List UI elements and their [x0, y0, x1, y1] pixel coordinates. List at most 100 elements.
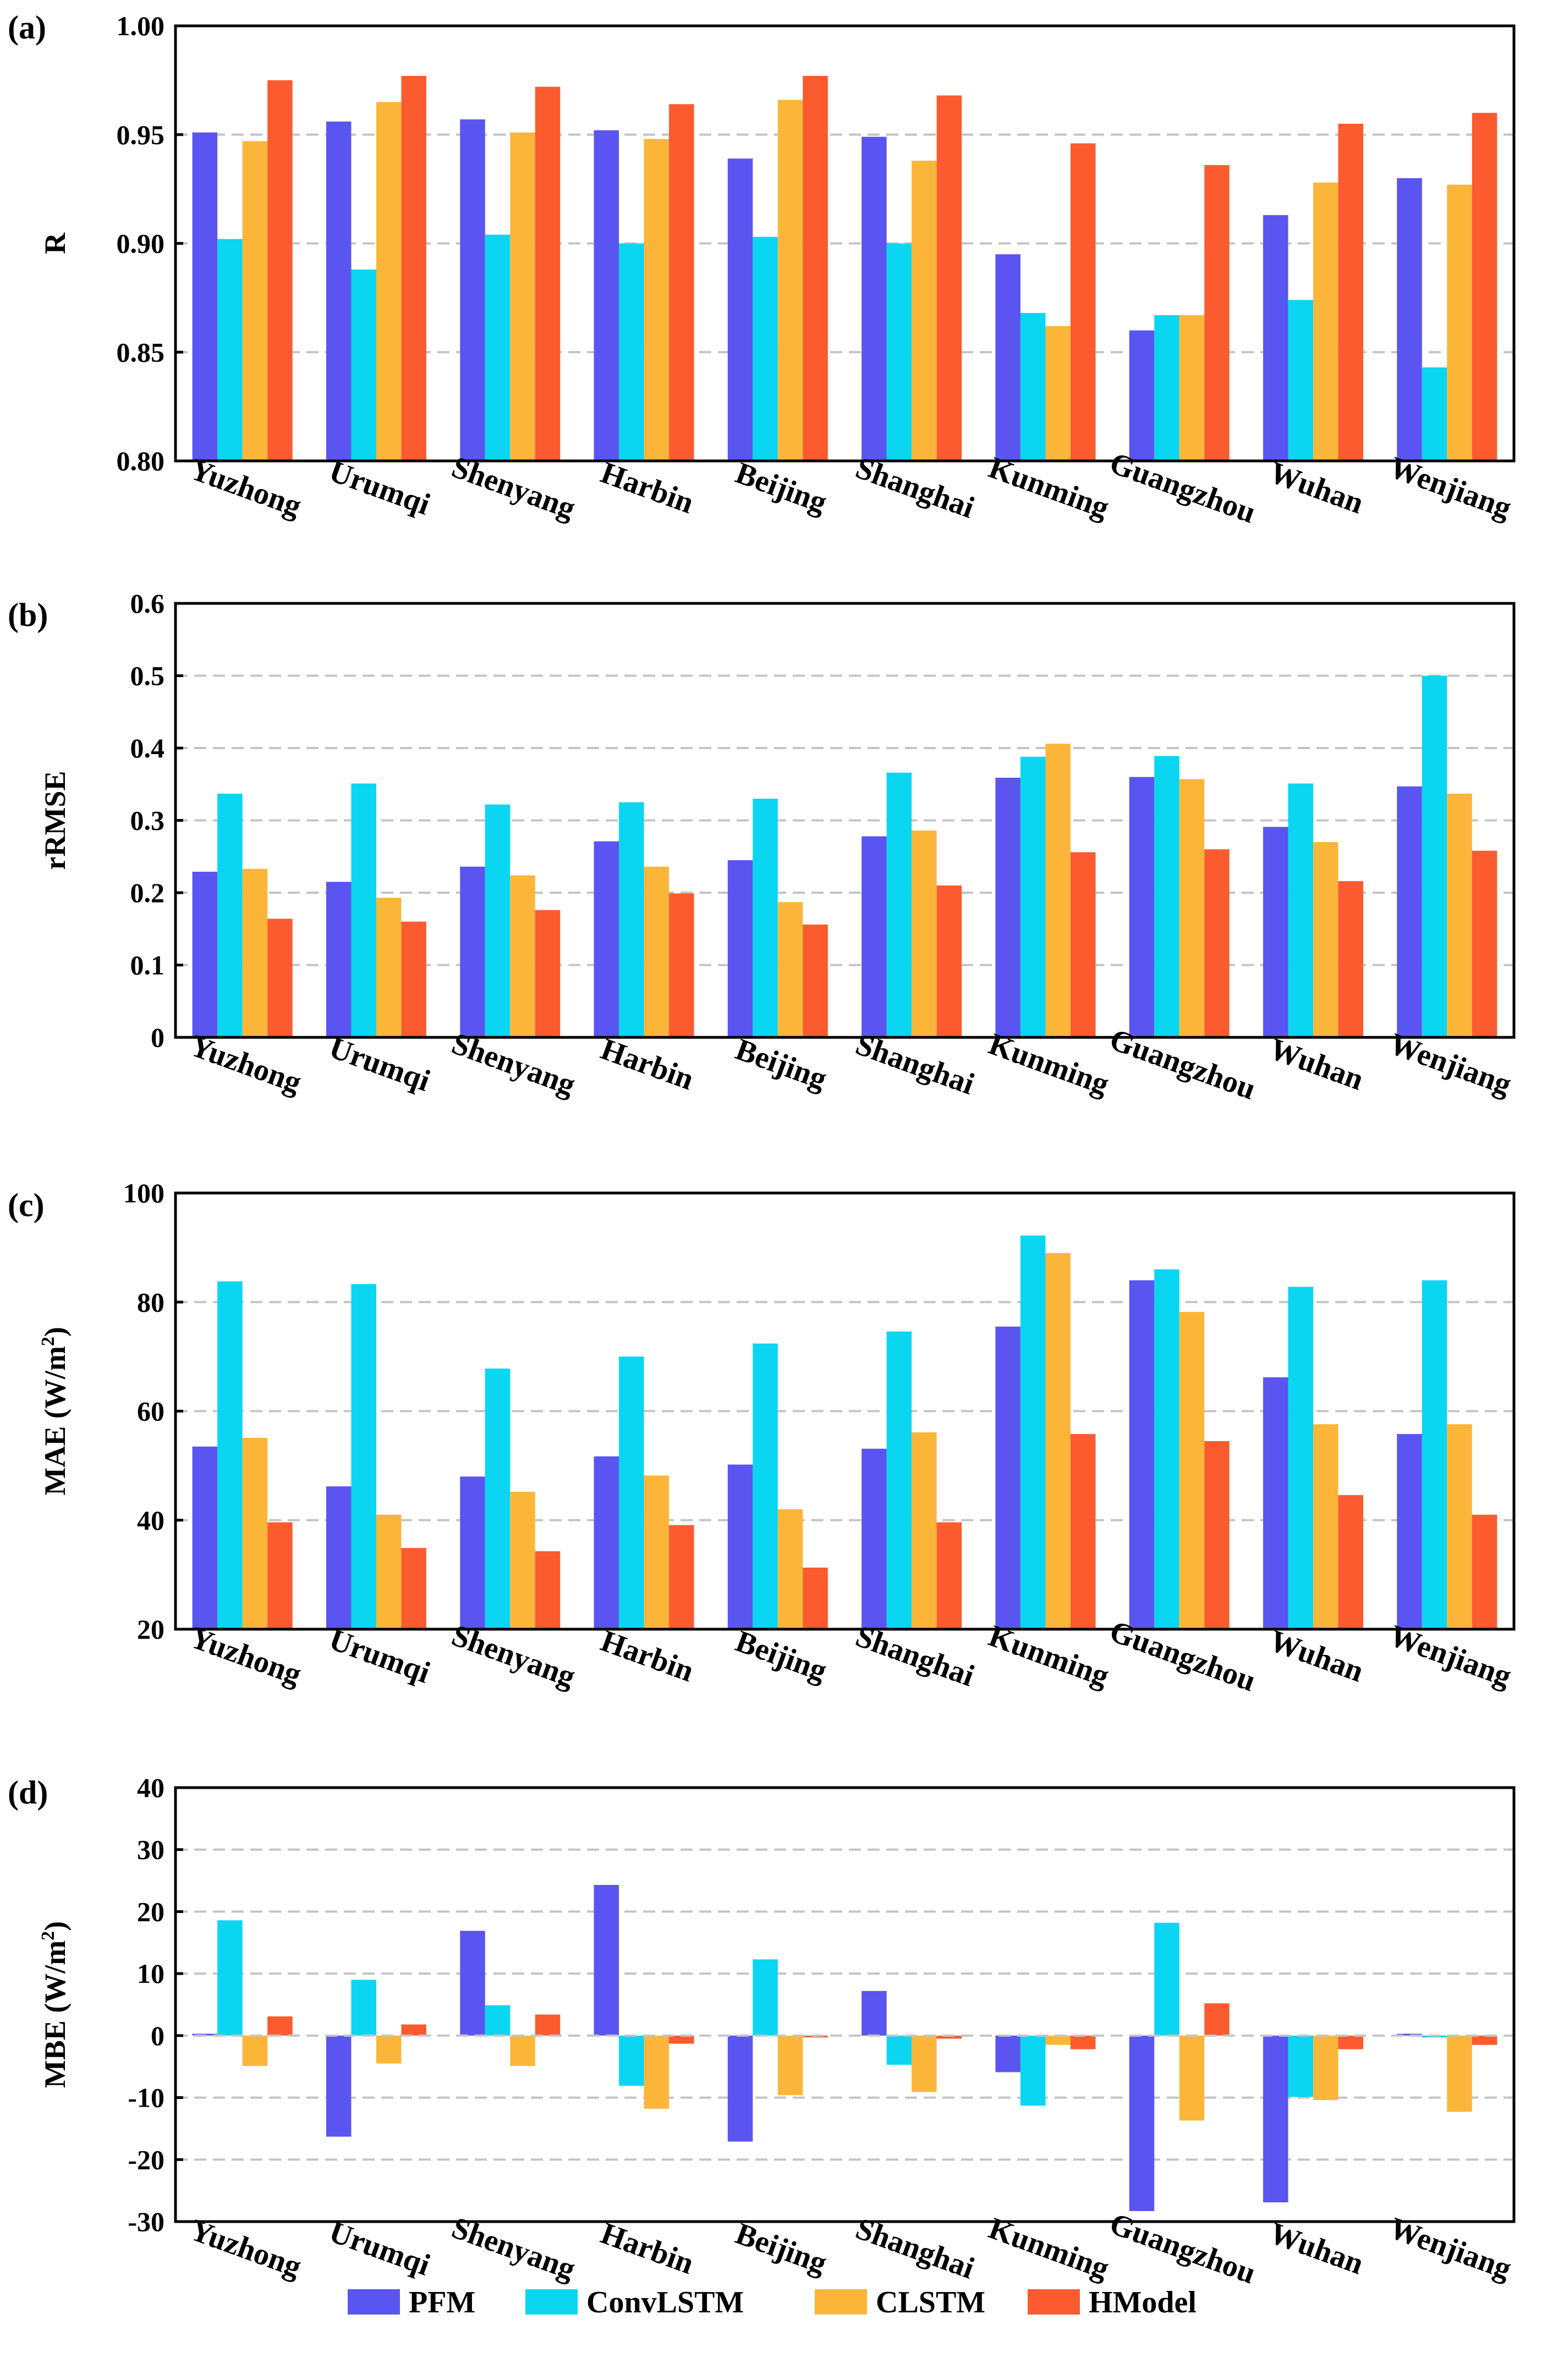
bar-pfm-beijing [727, 860, 753, 1037]
bar-pfm-urumqi [326, 882, 352, 1037]
category-label: Wuhan [1265, 2216, 1368, 2282]
bar-clstm-wenjiang [1447, 184, 1472, 461]
bar-convlstm-wuhan [1288, 2035, 1314, 2097]
bar-pfm-shanghai [861, 136, 887, 461]
bar-convlstm-shanghai [886, 2035, 912, 2065]
y-tick-label: 60 [137, 1396, 164, 1427]
bar-pfm-beijing [727, 158, 753, 461]
legend-swatch-convlstm [525, 2289, 578, 2315]
bar-clstm-shanghai [912, 1432, 937, 1629]
bar-convlstm-yuzhong [217, 793, 243, 1037]
bar-pfm-urumqi [326, 122, 352, 461]
legend-label-pfm: PFM [409, 2285, 475, 2319]
bar-hmodel-yuzhong [267, 2016, 293, 2036]
y-tick-label: 20 [137, 1614, 164, 1645]
y-axis-title-tail: ) [39, 1327, 72, 1337]
category-label: Guangzhou [1105, 2207, 1260, 2291]
bar-convlstm-yuzhong [217, 239, 243, 461]
y-tick-label: 40 [137, 1772, 164, 1803]
bar-hmodel-urumqi [401, 75, 426, 461]
y-axis-title: R [39, 232, 72, 254]
bar-clstm-wuhan [1313, 1424, 1338, 1629]
bar-pfm-guangzhou [1129, 777, 1155, 1037]
bar-pfm-harbin [594, 130, 619, 461]
bar-clstm-wuhan [1313, 182, 1338, 461]
bar-convlstm-harbin [619, 1356, 644, 1629]
bar-hmodel-kunming [1070, 1434, 1096, 1629]
bar-hmodel-guangzhou [1204, 2003, 1230, 2036]
y-tick-label: 0.95 [117, 119, 165, 150]
y-axis-title-sup: 2 [38, 1337, 58, 1346]
category-label: Harbin [596, 2216, 698, 2281]
bar-convlstm-beijing [753, 237, 778, 461]
bar-convlstm-shanghai [886, 772, 912, 1037]
bar-hmodel-beijing [803, 75, 828, 461]
bar-clstm-beijing [777, 2035, 803, 2096]
bar-clstm-yuzhong [242, 869, 268, 1037]
category-label: Harbin [596, 1624, 698, 1689]
y-tick-label: 80 [137, 1287, 164, 1317]
bar-hmodel-shanghai [936, 1522, 962, 1629]
bar-hmodel-shenyang [535, 910, 561, 1037]
y-tick-label: 0.2 [130, 877, 165, 908]
bar-convlstm-harbin [619, 2035, 644, 2086]
bar-convlstm-kunming [1020, 756, 1046, 1037]
bar-convlstm-kunming [1020, 1235, 1046, 1629]
panel-label: (d) [8, 1774, 48, 1811]
bar-convlstm-urumqi [351, 269, 376, 461]
y-tick-label: 1.00 [117, 10, 165, 41]
bar-pfm-urumqi [326, 2035, 352, 2137]
bar-hmodel-shenyang [535, 2014, 561, 2036]
y-tick-label: -30 [128, 2206, 164, 2237]
bar-convlstm-harbin [619, 243, 644, 461]
bar-pfm-harbin [594, 841, 619, 1037]
bar-convlstm-shenyang [485, 1368, 511, 1629]
category-label: Beijing [731, 2217, 831, 2281]
bar-hmodel-yuzhong [267, 1522, 293, 1629]
bar-pfm-wenjiang [1397, 2033, 1422, 2036]
panel-label: (c) [8, 1187, 45, 1223]
y-tick-label: 0 [151, 2020, 164, 2051]
bar-hmodel-wenjiang [1472, 2035, 1497, 2045]
bar-clstm-wenjiang [1447, 793, 1472, 1037]
bar-hmodel-guangzhou [1204, 1441, 1230, 1629]
bar-clstm-shanghai [912, 2035, 937, 2092]
bar-clstm-shanghai [912, 830, 937, 1037]
category-label: Harbin [596, 1032, 698, 1097]
bar-convlstm-shanghai [886, 243, 912, 461]
bar-hmodel-yuzhong [267, 80, 293, 461]
bar-convlstm-guangzhou [1154, 315, 1179, 461]
y-tick-label: 0.90 [117, 228, 165, 259]
bar-hmodel-kunming [1070, 852, 1096, 1037]
bar-pfm-yuzhong [192, 1446, 218, 1629]
bar-clstm-shanghai [912, 161, 937, 461]
bar-convlstm-guangzhou [1154, 1922, 1179, 2036]
category-label: Wuhan [1265, 1032, 1368, 1097]
bar-hmodel-harbin [669, 893, 694, 1037]
bar-pfm-shenyang [460, 1476, 485, 1629]
bar-pfm-guangzhou [1129, 330, 1155, 461]
y-tick-label: 100 [123, 1178, 164, 1208]
bar-pfm-wuhan [1263, 1377, 1288, 1629]
legend-label-hmodel: HModel [1089, 2285, 1197, 2319]
bar-pfm-wenjiang [1397, 178, 1422, 461]
bar-clstm-harbin [644, 2035, 670, 2109]
bar-pfm-shanghai [861, 1448, 887, 1629]
legend-label-clstm: CLSTM [876, 2285, 985, 2319]
y-axis-title-sup: 2 [38, 1931, 58, 1941]
panel-label: (a) [8, 9, 46, 46]
category-label: Beijing [731, 1032, 831, 1097]
bar-pfm-wuhan [1263, 2035, 1288, 2203]
category-label: Yuzhong [186, 2213, 306, 2284]
bar-pfm-harbin [594, 1456, 619, 1629]
bar-pfm-wenjiang [1397, 786, 1422, 1037]
bar-clstm-shenyang [510, 875, 535, 1037]
y-axis-title-tail: ) [39, 1921, 72, 1931]
bar-pfm-shenyang [460, 1931, 485, 2036]
bar-pfm-shenyang [460, 866, 485, 1037]
bar-convlstm-yuzhong [217, 1281, 243, 1629]
bar-hmodel-wenjiang [1472, 113, 1497, 461]
y-tick-label: 0.3 [130, 805, 165, 836]
bar-convlstm-wenjiang [1422, 1280, 1447, 1629]
